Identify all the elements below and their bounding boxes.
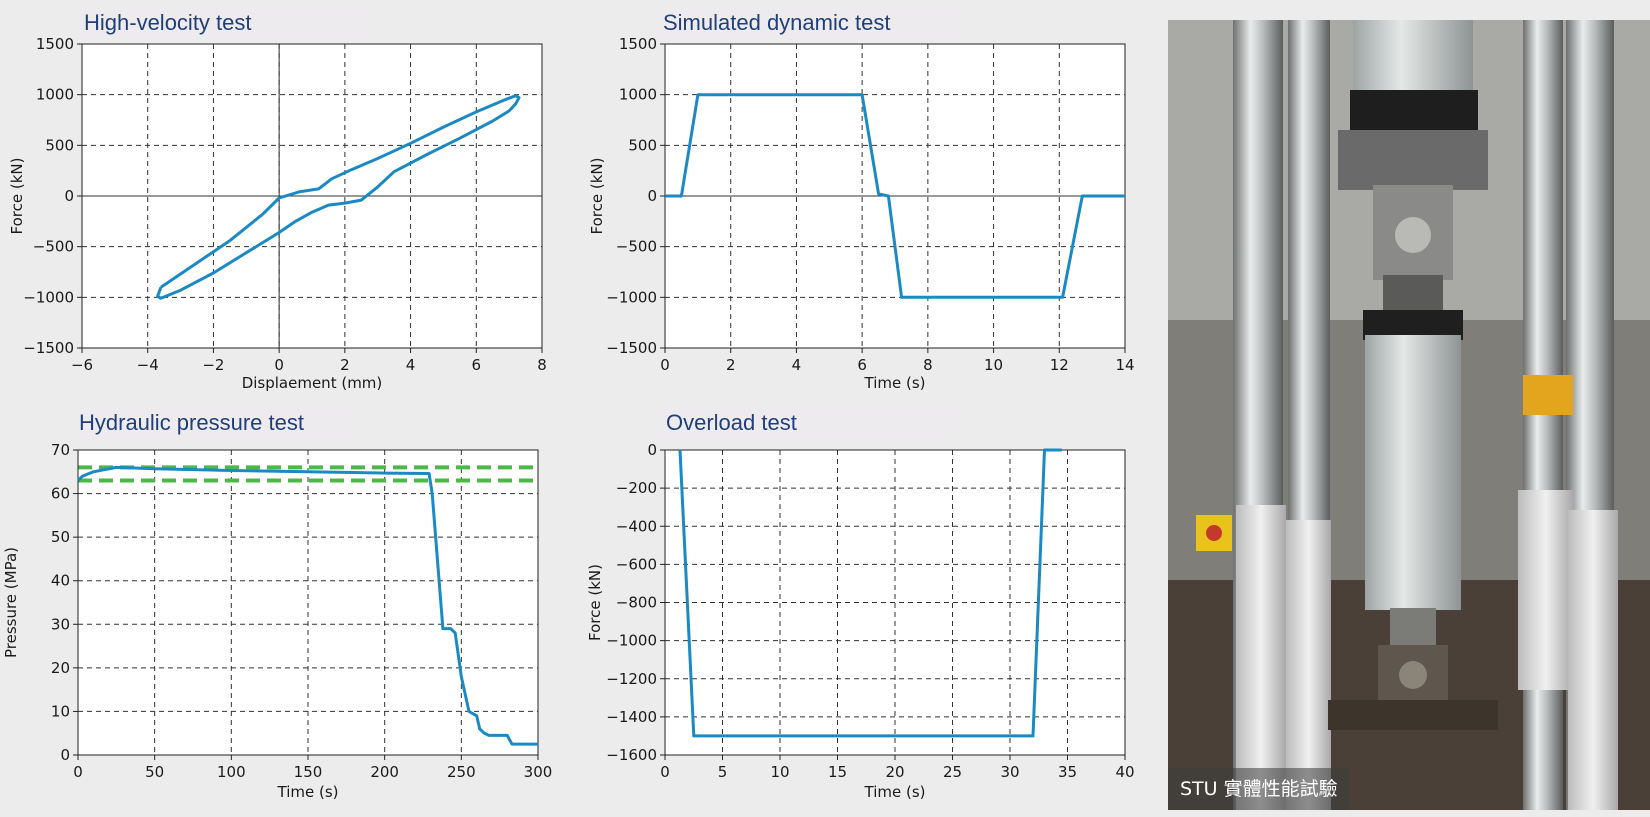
- chart-title: Overload test: [660, 408, 952, 438]
- y-tick-label: −1200: [606, 670, 657, 688]
- y-tick-label: 500: [45, 136, 74, 154]
- x-axis-label: Time (s): [864, 374, 926, 392]
- y-axis-label: Force (kN): [8, 158, 26, 235]
- test-rig-photo: STU 實體性能試驗: [1168, 20, 1650, 810]
- x-tick-label: 300: [524, 763, 553, 781]
- y-tick-label: −400: [616, 517, 657, 535]
- x-tick-label: 6: [472, 356, 482, 374]
- y-tick-label: 1000: [36, 86, 74, 104]
- series-line: [678, 448, 1062, 738]
- x-tick-label: 25: [943, 763, 962, 781]
- x-tick-label: 30: [1000, 763, 1019, 781]
- chart-title: Simulated dynamic test: [657, 8, 959, 38]
- y-tick-label: 60: [51, 485, 70, 503]
- x-tick-label: 10: [984, 356, 1003, 374]
- x-tick-label: 8: [923, 356, 933, 374]
- chart-high-velocity: −6 −4 −2 0 2 4 6 8 −1500 −1000 −500 0 500 1000 1500 Dis…: [0, 0, 560, 400]
- x-tick-label: 0: [274, 356, 284, 374]
- y-axis-label: Force (kN): [586, 564, 604, 641]
- plot-simulated-dynamic: 0 2 4 6 8 10 12 14 −1500 −1000 −500 0 500 1000 1500 Tim…: [588, 35, 1135, 392]
- photo-caption: STU 實體性能試驗: [1168, 768, 1350, 810]
- x-tick-label: 50: [145, 763, 164, 781]
- y-tick-label: −800: [616, 594, 657, 612]
- series-line: [76, 465, 538, 746]
- y-tick-label: 10: [51, 702, 70, 720]
- x-tick-label: 0: [660, 763, 670, 781]
- y-tick-label: −1500: [23, 339, 74, 357]
- test-rig-illustration: [1168, 20, 1650, 810]
- y-tick-label: 1500: [619, 35, 657, 53]
- x-tick-label: 8: [537, 356, 547, 374]
- x-tick-label: 5: [718, 763, 728, 781]
- x-tick-label: 200: [370, 763, 399, 781]
- y-tick-label: 500: [628, 136, 657, 154]
- x-tick-label: 0: [660, 356, 670, 374]
- y-tick-label: −1600: [606, 746, 657, 764]
- series-line: [665, 93, 1125, 299]
- y-tick-label: 40: [51, 572, 70, 590]
- x-tick-label: 2: [726, 356, 736, 374]
- x-axis-label: Time (s): [864, 783, 926, 801]
- chart-hydraulic-pressure: 0 50 100 150 200 250 300 0 10 20 30 40 50 60 70 Time (s…: [0, 400, 560, 817]
- x-tick-label: 14: [1115, 356, 1134, 374]
- x-tick-label: 40: [1115, 763, 1134, 781]
- x-tick-label: 150: [294, 763, 323, 781]
- y-tick-label: 50: [51, 528, 70, 546]
- y-tick-label: −500: [616, 238, 657, 256]
- plot-overload: 0 5 10 15 20 25 30 35 40 −1600 −1400 −1200 −1000 −800…: [586, 441, 1135, 801]
- x-tick-label: 4: [792, 356, 802, 374]
- y-axis-label: Force (kN): [588, 158, 606, 235]
- y-tick-label: 0: [647, 187, 657, 205]
- y-tick-label: 0: [647, 441, 657, 459]
- y-tick-label: −500: [33, 238, 74, 256]
- x-tick-label: 250: [447, 763, 476, 781]
- y-tick-label: −1000: [606, 288, 657, 306]
- plot-hydraulic-pressure: 0 50 100 150 200 250 300 0 10 20 30 40 50 60 70 Time (s…: [2, 441, 553, 801]
- x-tick-label: 100: [217, 763, 246, 781]
- y-tick-label: 1500: [36, 35, 74, 53]
- y-tick-label: −1000: [23, 288, 74, 306]
- x-axis-label: Displaement (mm): [242, 374, 383, 392]
- y-tick-label: 30: [51, 615, 70, 633]
- y-tick-label: 20: [51, 659, 70, 677]
- x-tick-label: −4: [137, 356, 159, 374]
- y-axis-label: Pressure (MPa): [2, 547, 20, 658]
- y-tick-label: 0: [60, 746, 70, 764]
- chart-overload: 0 5 10 15 20 25 30 35 40 −1600 −1400 −1200 −1000 −800…: [580, 400, 1160, 817]
- x-tick-label: 0: [73, 763, 83, 781]
- y-tick-label: 70: [51, 441, 70, 459]
- y-tick-label: −600: [616, 555, 657, 573]
- chart-simulated-dynamic: 0 2 4 6 8 10 12 14 −1500 −1000 −500 0 500 1000 1500 Tim…: [580, 0, 1160, 400]
- y-tick-label: −1500: [606, 339, 657, 357]
- x-tick-label: 15: [828, 763, 847, 781]
- y-tick-label: 0: [64, 187, 74, 205]
- x-axis-label: Time (s): [277, 783, 339, 801]
- y-tick-label: 1000: [619, 86, 657, 104]
- chart-title: Hydraulic pressure test: [73, 408, 355, 438]
- x-tick-label: −6: [71, 356, 93, 374]
- series-line: [156, 94, 521, 300]
- chart-title: High-velocity test: [78, 8, 362, 38]
- x-tick-label: 6: [857, 356, 867, 374]
- x-tick-label: −2: [202, 356, 224, 374]
- y-tick-label: −1400: [606, 708, 657, 726]
- x-tick-label: 35: [1058, 763, 1077, 781]
- x-tick-label: 12: [1050, 356, 1069, 374]
- x-tick-label: 20: [885, 763, 904, 781]
- x-tick-label: 2: [340, 356, 350, 374]
- plot-high-velocity: −6 −4 −2 0 2 4 6 8 −1500 −1000 −500 0 500 1000 1500 Dis…: [8, 35, 547, 392]
- x-tick-label: 4: [406, 356, 416, 374]
- x-tick-label: 10: [770, 763, 789, 781]
- y-tick-label: −200: [616, 479, 657, 497]
- y-tick-label: −1000: [606, 632, 657, 650]
